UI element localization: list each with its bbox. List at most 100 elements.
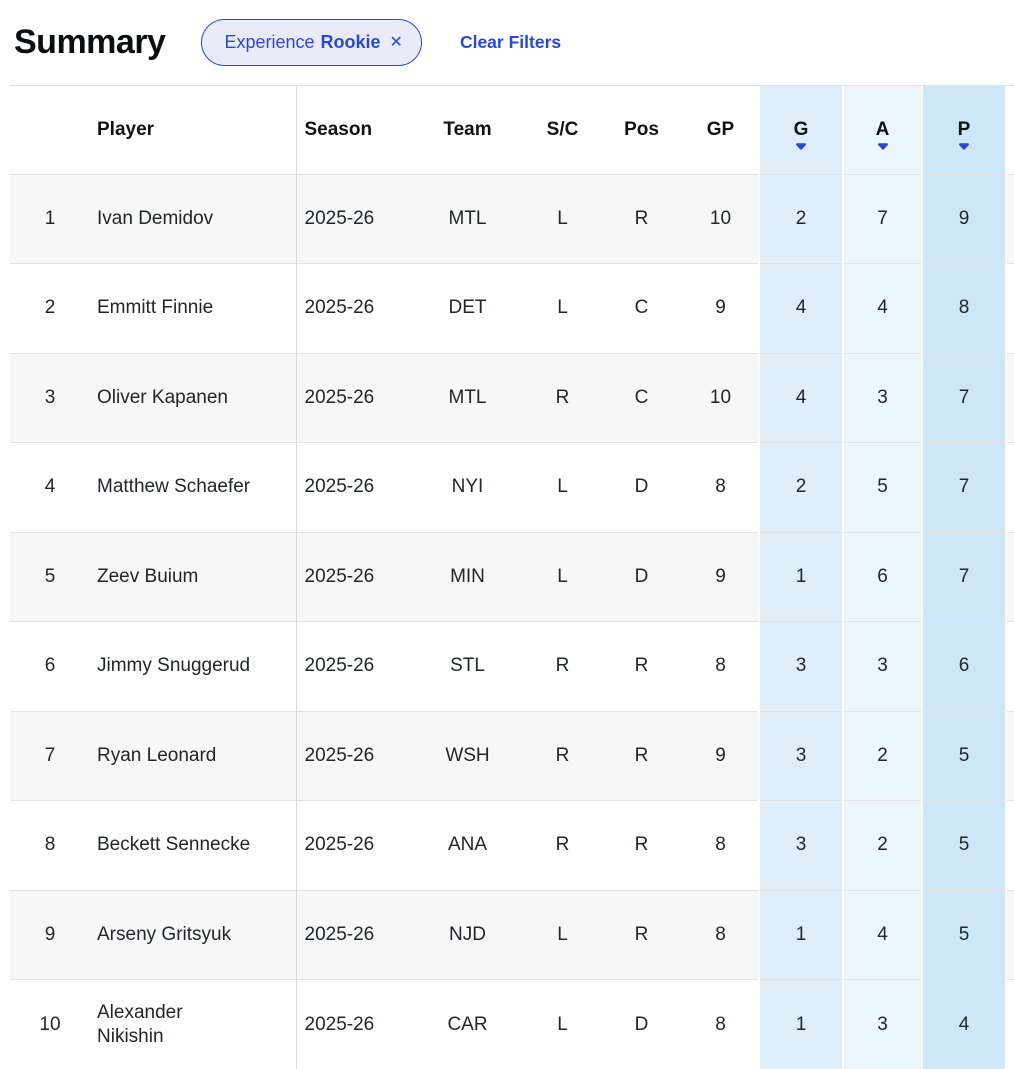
cell-next <box>1006 174 1014 264</box>
cell-next <box>1006 443 1014 533</box>
cell-a: 4 <box>843 264 922 354</box>
cell-g: 2 <box>759 174 843 264</box>
cell-g: 3 <box>759 622 843 712</box>
cell-g: 3 <box>759 801 843 891</box>
column-header-p[interactable]: P <box>922 86 1006 174</box>
cell-p: 5 <box>922 890 1006 980</box>
cell-sc: R <box>525 801 600 891</box>
cell-rank: 2 <box>10 264 90 354</box>
cell-rank: 4 <box>10 443 90 533</box>
filter-chip-label: Experience <box>224 32 314 53</box>
cell-next <box>1006 622 1014 712</box>
cell-player: Alexander Nikishin <box>90 980 296 1069</box>
column-header-pos[interactable]: Pos <box>600 86 683 174</box>
cell-rank: 1 <box>10 174 90 264</box>
cell-team: ANA <box>410 801 525 891</box>
cell-next <box>1006 980 1014 1069</box>
cell-season: 2025-26 <box>296 353 410 443</box>
cell-a: 2 <box>843 801 922 891</box>
sort-desc-icon <box>796 143 807 150</box>
cell-pos: D <box>600 532 683 622</box>
column-header-sc[interactable]: S/C <box>525 86 600 174</box>
cell-gp: 8 <box>683 622 759 712</box>
cell-g: 1 <box>759 890 843 980</box>
cell-a: 3 <box>843 353 922 443</box>
cell-a: 3 <box>843 980 922 1069</box>
column-header-player[interactable]: Player <box>90 86 296 174</box>
cell-g: 3 <box>759 711 843 801</box>
sort-desc-icon <box>959 143 970 150</box>
column-header-label: S/C <box>547 119 579 141</box>
cell-sc: R <box>525 622 600 712</box>
column-header-season[interactable]: Season <box>296 86 410 174</box>
cell-player: Ryan Leonard <box>90 711 296 801</box>
column-header-label: Team <box>443 119 491 141</box>
cell-p: 9 <box>922 174 1006 264</box>
cell-pos: C <box>600 264 683 354</box>
cell-team: NYI <box>410 443 525 533</box>
cell-rank: 5 <box>10 532 90 622</box>
cell-gp: 9 <box>683 532 759 622</box>
cell-player: Jimmy Snuggerud <box>90 622 296 712</box>
cell-team: WSH <box>410 711 525 801</box>
cell-next <box>1006 264 1014 354</box>
clear-filters-link[interactable]: Clear Filters <box>460 32 561 53</box>
cell-season: 2025-26 <box>296 174 410 264</box>
filter-chip-experience[interactable]: Experience Rookie ✕ <box>201 19 421 66</box>
cell-sc: L <box>525 443 600 533</box>
cell-gp: 8 <box>683 980 759 1069</box>
cell-a: 3 <box>843 622 922 712</box>
column-header-a[interactable]: A <box>843 86 922 174</box>
cell-next <box>1006 353 1014 443</box>
cell-sc: L <box>525 532 600 622</box>
cell-sc: L <box>525 264 600 354</box>
cell-sc: R <box>525 353 600 443</box>
cell-rank: 9 <box>10 890 90 980</box>
cell-a: 4 <box>843 890 922 980</box>
cell-player: Oliver Kapanen <box>90 353 296 443</box>
cell-team: MIN <box>410 532 525 622</box>
cell-rank: 6 <box>10 622 90 712</box>
close-icon[interactable]: ✕ <box>390 35 403 51</box>
column-header-label: A <box>876 119 890 141</box>
cell-season: 2025-26 <box>296 443 410 533</box>
cell-g: 1 <box>759 532 843 622</box>
cell-rank: 10 <box>10 980 90 1069</box>
column-header-team[interactable]: Team <box>410 86 525 174</box>
cell-pos: R <box>600 622 683 712</box>
column-header-label: P <box>958 119 971 141</box>
column-header-g[interactable]: G <box>759 86 843 174</box>
cell-p: 5 <box>922 801 1006 891</box>
cell-team: MTL <box>410 353 525 443</box>
cell-gp: 9 <box>683 264 759 354</box>
toolbar: Summary Experience Rookie ✕ Clear Filter… <box>0 0 1014 85</box>
cell-p: 4 <box>922 980 1006 1069</box>
cell-g: 1 <box>759 980 843 1069</box>
cell-pos: D <box>600 443 683 533</box>
cell-p: 7 <box>922 443 1006 533</box>
cell-player: Ivan Demidov <box>90 174 296 264</box>
column-header-label: GP <box>707 119 734 141</box>
cell-season: 2025-26 <box>296 532 410 622</box>
cell-gp: 10 <box>683 174 759 264</box>
cell-p: 8 <box>922 264 1006 354</box>
column-header-spacer <box>1006 86 1014 174</box>
column-header-gp[interactable]: GP <box>683 86 759 174</box>
column-header-label: G <box>794 119 809 141</box>
cell-p: 7 <box>922 353 1006 443</box>
cell-g: 4 <box>759 264 843 354</box>
cell-p: 7 <box>922 532 1006 622</box>
cell-gp: 9 <box>683 711 759 801</box>
